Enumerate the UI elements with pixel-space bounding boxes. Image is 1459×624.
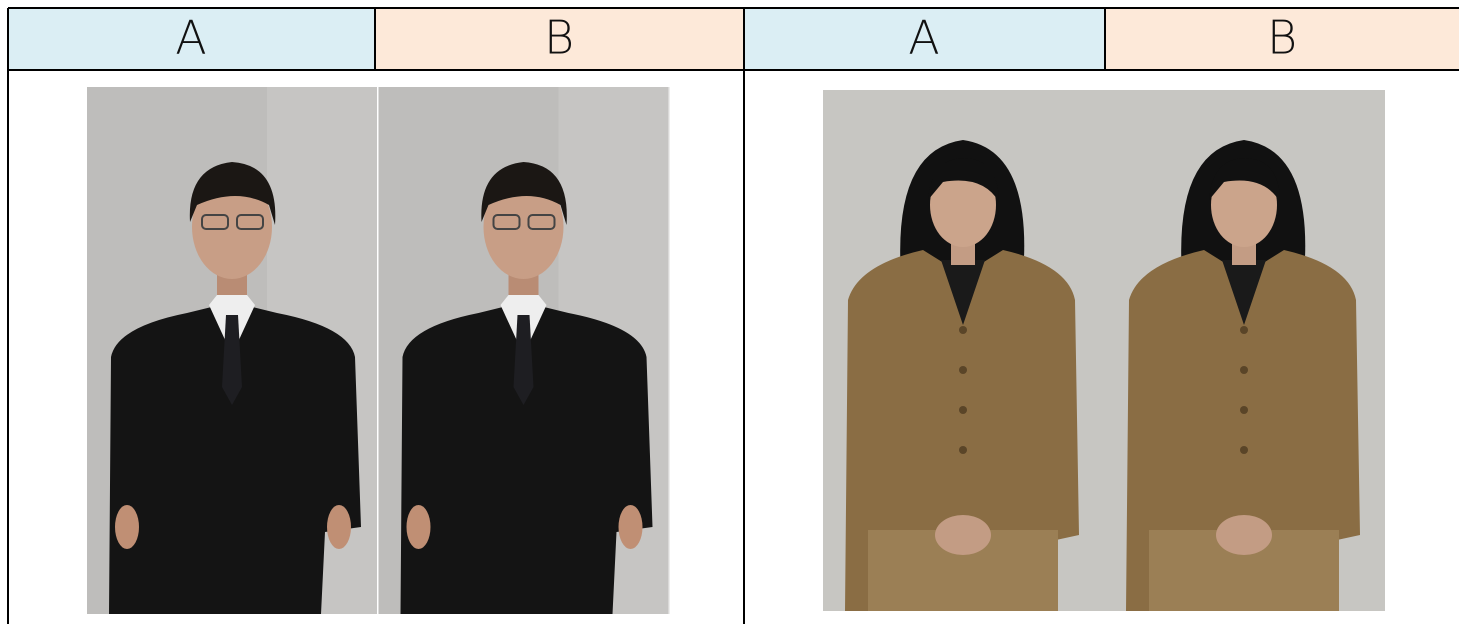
- header-cell-bg: [1105, 8, 1459, 70]
- header-label: A: [175, 11, 206, 65]
- photo-woman-b: [1104, 90, 1385, 611]
- header-cell-bg: [8, 8, 375, 70]
- table-borders: [7, 7, 1459, 624]
- header-cell-bg: [375, 8, 744, 70]
- header-label: B: [544, 11, 574, 65]
- photo-man-b: [377, 87, 670, 614]
- photo-woman-a: [823, 90, 1104, 611]
- header-cell-bg: [744, 8, 1105, 70]
- header-label: A: [908, 11, 939, 65]
- header-label: B: [1267, 11, 1297, 65]
